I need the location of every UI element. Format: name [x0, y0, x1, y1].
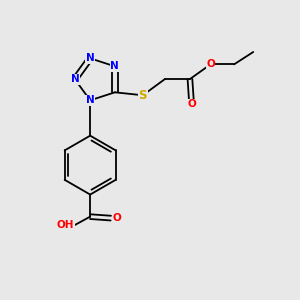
Text: N: N	[70, 74, 79, 84]
Text: N: N	[86, 53, 94, 63]
Text: O: O	[187, 99, 196, 109]
Text: S: S	[139, 89, 147, 102]
Text: N: N	[110, 61, 119, 71]
Text: O: O	[112, 213, 121, 223]
Text: N: N	[86, 95, 94, 105]
Text: O: O	[206, 59, 215, 69]
Text: OH: OH	[57, 220, 74, 230]
